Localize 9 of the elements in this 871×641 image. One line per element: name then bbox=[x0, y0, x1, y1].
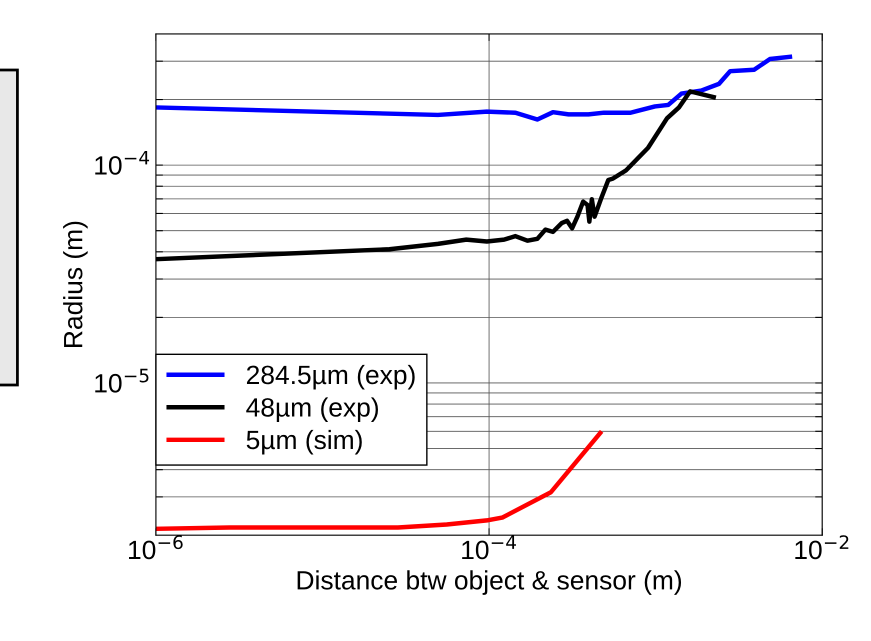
y-tick-label: 10$^{−5}$ bbox=[95, 368, 148, 393]
x-axis-title: Distance btw object & sensor (m) bbox=[298, 570, 682, 595]
legend-label: 48µm (exp) bbox=[246, 397, 378, 422]
x-tick-label: 10$^{−6}$ bbox=[129, 535, 183, 560]
legend-label: 284.5µm (exp) bbox=[246, 364, 415, 390]
y-axis-title: Radius (m) bbox=[63, 222, 88, 347]
x-tick-label: 10$^{−4}$ bbox=[462, 535, 516, 560]
legend-label: 5µm (sim) bbox=[246, 430, 362, 455]
x-tick-label: 10$^{−2}$ bbox=[795, 535, 848, 560]
